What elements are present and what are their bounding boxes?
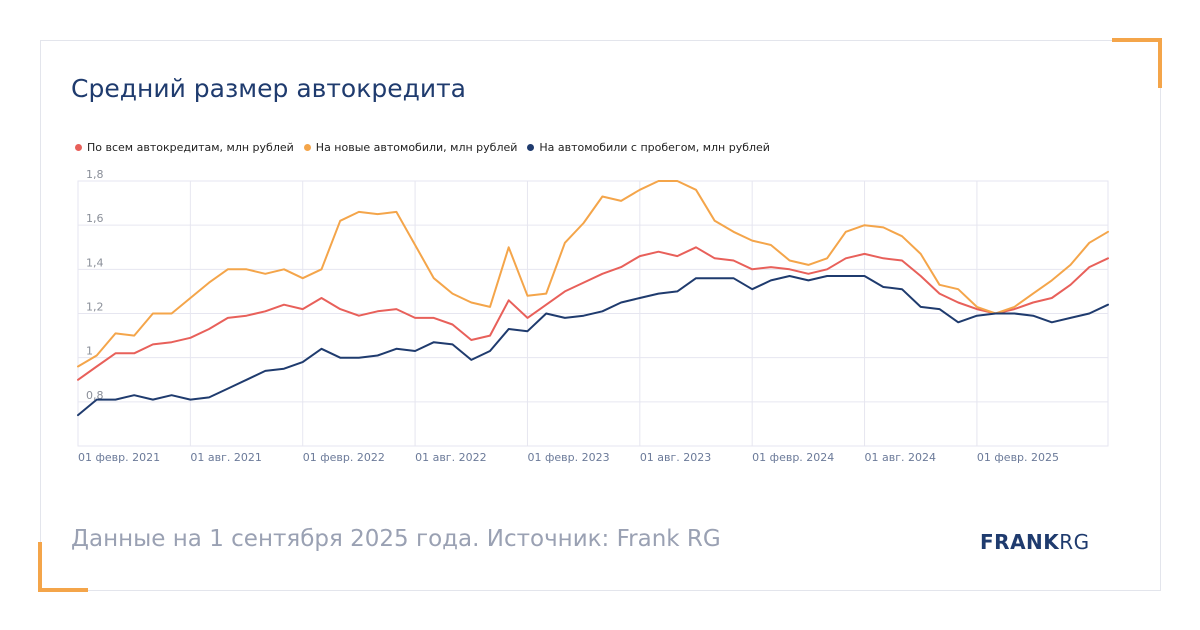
y-tick-label: 1,6 [86,212,104,225]
footer-source: Данные на 1 сентября 2025 года. Источник… [71,526,721,552]
series-line [77,275,1109,417]
brand-logo: FRANKRG [980,530,1090,554]
legend-item: По всем автокредитам, млн рублей [75,141,294,154]
x-tick-label: 01 февр. 2021 [78,451,160,464]
y-tick-label: 1 [86,345,93,358]
legend-label: На автомобили с пробегом, млн рублей [539,141,770,154]
corner-decoration-bottom-left [38,542,42,592]
series-line [77,246,1109,381]
x-tick-label: 01 февр. 2024 [752,451,834,464]
legend-label: По всем автокредитам, млн рублей [87,141,294,154]
logo-bold: FRANK [980,530,1060,554]
legend-label: На новые автомобили, млн рублей [315,141,518,154]
corner-decoration-top-right [1158,38,1162,88]
x-tick-label: 01 февр. 2023 [527,451,609,464]
series-line [77,180,1109,368]
y-tick-label: 0,8 [86,389,104,402]
logo-light: RG [1059,530,1090,554]
chart-card [40,40,1161,591]
x-tick-label: 01 авг. 2023 [640,451,711,464]
chart-legend: По всем автокредитам, млн рублей На новы… [75,141,770,154]
legend-dot-icon [303,144,311,151]
legend-item: На новые автомобили, млн рублей [303,141,518,154]
x-tick-label: 01 авг. 2021 [190,451,261,464]
legend-dot-icon [527,144,535,151]
corner-decoration-bottom-left [38,588,88,592]
x-tick-label: 01 февр. 2022 [303,451,385,464]
legend-item: На автомобили с пробегом, млн рублей [527,141,770,154]
legend-dot-icon [75,144,82,151]
chart-title: Средний размер автокредита [71,74,466,103]
y-tick-label: 1,8 [86,168,104,181]
y-tick-label: 1,4 [86,256,104,269]
y-tick-label: 1,2 [86,301,104,314]
x-tick-label: 01 авг. 2024 [865,451,936,464]
x-tick-label: 01 авг. 2022 [415,451,486,464]
x-tick-label: 01 февр. 2025 [977,451,1059,464]
corner-decoration-top-right [1112,38,1162,42]
